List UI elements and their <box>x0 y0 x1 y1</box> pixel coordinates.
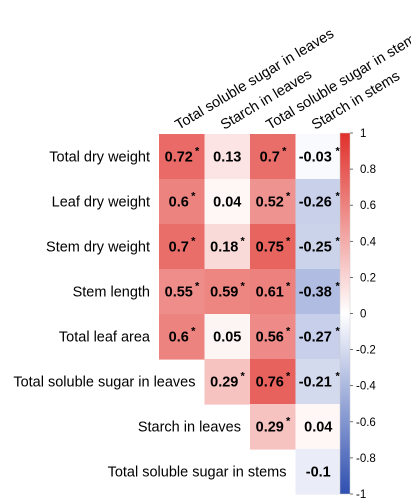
row-label: Total leaf area <box>59 330 151 346</box>
significance-star: * <box>282 146 287 158</box>
colorbar-tick-label: 0.6 <box>360 200 376 212</box>
row-label: Total soluble sugar in leaves <box>13 375 195 391</box>
colorbar-tick-label: 0.2 <box>360 272 376 284</box>
colorbar-tick-label: -0.2 <box>356 345 376 357</box>
row-label: Leaf dry weight <box>52 195 150 211</box>
heatmap-cell <box>250 269 297 315</box>
cell-value-label: -0.27 <box>299 330 332 346</box>
cell-value-label: 0.75 <box>256 240 284 256</box>
heatmap-cell <box>159 314 206 360</box>
significance-star: * <box>286 191 291 203</box>
significance-star: * <box>286 416 291 428</box>
heatmap-cell <box>295 224 342 270</box>
significance-star: * <box>336 281 341 293</box>
cell-value-label: 0.55 <box>165 285 193 301</box>
cell-value-label: 0.61 <box>256 285 284 301</box>
heatmap-cell <box>295 404 342 450</box>
heatmap-cell <box>295 359 342 405</box>
colorbar-tick-label: -0.4 <box>356 381 376 393</box>
heatmap-cell <box>250 134 297 180</box>
heatmap-cell <box>204 224 251 270</box>
significance-star: * <box>195 281 200 293</box>
row-label: Stem dry weight <box>46 240 150 256</box>
heatmap-cell <box>295 134 342 180</box>
significance-star: * <box>241 236 246 248</box>
colorbar-ticks: 1 0.8 0.6 0.4 0.2 0 -0.2 -0.4 -0.6 -0.8 -1 <box>350 128 377 501</box>
heatmap-cell <box>250 314 297 360</box>
colorbar-tick-label: -0.8 <box>356 453 376 465</box>
significance-star: * <box>286 281 291 293</box>
cell-value-label: 0.56 <box>256 330 284 346</box>
cell-value-label: 0.13 <box>213 150 241 166</box>
significance-star: * <box>286 326 291 338</box>
cell-value-label: -0.03 <box>299 150 332 166</box>
cell-value-label: 0.6 <box>169 195 189 211</box>
cell-value-label: -0.1 <box>306 465 331 481</box>
colorbar-gradient <box>339 132 351 495</box>
colorbar: 1 0.8 0.6 0.4 0.2 0 -0.2 -0.4 -0.6 -0.8 -1 <box>339 128 377 501</box>
heatmap-cell <box>204 314 251 360</box>
significance-star: * <box>286 236 291 248</box>
cell-value-label: 0.52 <box>256 195 284 211</box>
cell-value-label: -0.26 <box>299 195 332 211</box>
heatmap-cells: 0.72 * 0.13 0.7 * -0.03 *0.6 * 0.04 0.52 * -0.26 *0.… <box>159 134 342 495</box>
heatmap-cell <box>295 314 342 360</box>
heatmap-cell <box>295 449 342 495</box>
colorbar-tick-label: -0.6 <box>356 417 376 429</box>
colorbar-tick-label: 0 <box>360 309 366 321</box>
heatmap-cell <box>204 269 251 315</box>
heatmap-cell <box>295 269 342 315</box>
heatmap-cell <box>295 179 342 225</box>
cell-value-label: 0.04 <box>213 195 241 211</box>
heatmap-cell <box>250 179 297 225</box>
colorbar-tick-label: 0.8 <box>360 164 376 176</box>
cell-value-label: -0.25 <box>299 240 332 256</box>
cell-value-label: 0.76 <box>256 375 284 391</box>
colorbar-tick-label: -1 <box>356 489 366 501</box>
significance-star: * <box>241 371 246 383</box>
colorbar-tick-label: 0.4 <box>360 236 377 248</box>
heatmap-cell <box>159 134 206 180</box>
significance-star: * <box>286 371 291 383</box>
significance-star: * <box>336 146 341 158</box>
significance-star: * <box>336 326 341 338</box>
heatmap-cell <box>250 224 297 270</box>
cell-value-label: -0.21 <box>299 375 332 391</box>
row-labels: Total dry weight Leaf dry weight Stem dry … <box>13 150 286 481</box>
row-label: Total dry weight <box>49 150 150 166</box>
cell-value-label: 0.05 <box>213 330 241 346</box>
colorbar-tick-label: 1 <box>360 128 366 140</box>
heatmap-cell <box>204 359 251 405</box>
significance-star: * <box>241 281 246 293</box>
heatmap-cell <box>159 269 206 315</box>
significance-star: * <box>336 371 341 383</box>
heatmap-cell <box>159 224 206 270</box>
cell-value-label: 0.7 <box>169 240 189 256</box>
cell-value-label: 0.7 <box>260 150 280 166</box>
significance-star: * <box>195 146 200 158</box>
row-label: Stem length <box>73 285 150 301</box>
significance-star: * <box>191 326 196 338</box>
heatmap-cell <box>204 179 251 225</box>
cell-value-label: 0.6 <box>169 330 189 346</box>
heatmap-cell <box>204 134 251 180</box>
cell-value-label: 0.18 <box>210 240 238 256</box>
cell-value-label: 0.29 <box>256 420 284 436</box>
significance-star: * <box>336 191 341 203</box>
cell-value-label: 0.59 <box>210 285 238 301</box>
cell-value-label: 0.72 <box>165 150 193 166</box>
significance-star: * <box>191 191 196 203</box>
heatmap-cell <box>250 404 297 450</box>
significance-star: * <box>336 236 341 248</box>
heatmap-cell <box>159 179 206 225</box>
cell-value-label: 0.29 <box>210 375 238 391</box>
cell-value-label: -0.38 <box>299 285 332 301</box>
row-label: Total soluble sugar in stems <box>108 465 287 481</box>
cell-value-label: 0.04 <box>304 420 332 436</box>
heatmap-cell <box>250 359 297 405</box>
significance-star: * <box>191 236 196 248</box>
row-label: Starch in leaves <box>138 420 241 436</box>
